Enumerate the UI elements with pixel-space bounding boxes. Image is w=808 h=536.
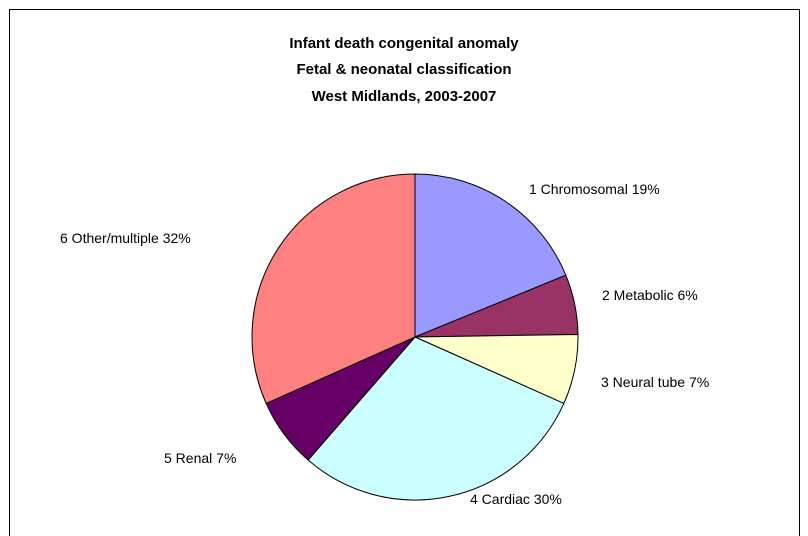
slice-value-label: 19%	[632, 181, 660, 197]
slice-label: 1 Chromosomal 19%	[529, 181, 660, 197]
slice-label: 2 Metabolic 6%	[602, 287, 698, 303]
slice-category: 6 Other/multiple	[60, 230, 159, 246]
slice-value-label: 6%	[677, 287, 697, 303]
slice-category: 5 Renal	[164, 450, 212, 466]
pie-slice	[251, 173, 416, 405]
slice-value-label: 7%	[689, 374, 709, 390]
slice-category: 3 Neural tube	[601, 374, 685, 390]
chart-title: West Midlands, 2003-2007	[312, 88, 497, 105]
slice-label: 3 Neural tube 7%	[601, 374, 709, 390]
slice-value-label: 32%	[163, 230, 191, 246]
slice-label: 6 Other/multiple 32%	[60, 230, 191, 246]
slice-category: 1 Chromosomal	[529, 181, 628, 197]
pie-slice	[414, 173, 567, 338]
slice-value-label: 7%	[216, 450, 236, 466]
slice-category: 2 Metabolic	[602, 287, 674, 303]
slice-value-label: 30%	[534, 491, 562, 507]
chart-title: Infant death congenital anomaly	[289, 35, 519, 52]
slice-category: 4 Cardiac	[470, 491, 530, 507]
slice-label: 4 Cardiac 30%	[470, 491, 562, 507]
pie-slice	[307, 336, 565, 501]
chart-title: Fetal & neonatal classification	[296, 61, 511, 78]
slice-label: 5 Renal 7%	[164, 450, 236, 466]
